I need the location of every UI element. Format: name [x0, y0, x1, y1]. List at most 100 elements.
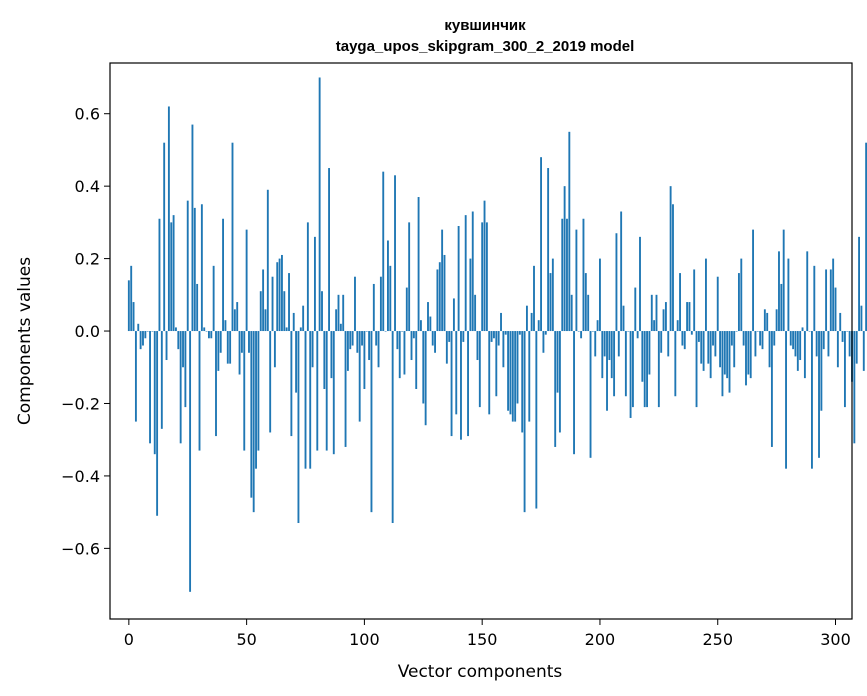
bar-66	[283, 291, 285, 331]
bar-45	[234, 309, 236, 331]
bar-61	[272, 277, 274, 331]
bar-280	[787, 259, 789, 331]
bar-208	[618, 331, 620, 356]
bar-89	[338, 295, 340, 331]
bar-276	[778, 251, 780, 331]
bar-104	[373, 284, 375, 331]
bar-117	[404, 331, 406, 374]
bar-277	[780, 284, 782, 331]
bar-57	[262, 269, 264, 331]
bar-183	[559, 331, 561, 432]
bar-179	[550, 273, 552, 331]
bar-125	[422, 331, 424, 403]
bar-206	[613, 331, 615, 396]
bar-230	[670, 186, 672, 331]
bar-191	[578, 331, 580, 332]
bar-287	[804, 331, 806, 378]
bar-209	[620, 212, 622, 332]
bar-275	[776, 309, 778, 331]
bar-237	[686, 302, 688, 331]
bar-195	[587, 295, 589, 331]
bar-72	[298, 331, 300, 523]
bar-175	[540, 157, 542, 331]
bar-243	[700, 331, 702, 364]
bar-217	[639, 237, 641, 331]
bar-239	[691, 331, 693, 335]
bar-46	[236, 302, 238, 331]
bar-40	[222, 219, 224, 331]
bar-153	[488, 331, 490, 414]
bar-312	[863, 331, 865, 371]
bar-232	[674, 331, 676, 396]
bar-297	[828, 331, 830, 356]
bar-105	[375, 331, 377, 345]
bar-59	[267, 190, 269, 331]
bar-35	[210, 331, 212, 338]
bar-174	[538, 320, 540, 331]
bar-305	[846, 331, 848, 332]
bar-288	[806, 251, 808, 331]
bar-109	[385, 331, 387, 332]
bar-34	[208, 331, 210, 338]
bar-203	[606, 331, 608, 411]
bar-54	[255, 331, 257, 469]
bar-62	[274, 331, 276, 367]
bar-192	[580, 331, 582, 338]
bar-247	[710, 331, 712, 378]
bar-252	[722, 331, 724, 396]
bar-146	[472, 212, 474, 332]
bar-302	[839, 313, 841, 331]
bar-228	[665, 302, 667, 331]
bar-8	[147, 331, 149, 332]
bar-73	[300, 327, 302, 331]
bar-151	[484, 201, 486, 331]
bar-178	[547, 168, 549, 331]
y-tick-label: 0.0	[75, 322, 100, 341]
bar-75	[305, 331, 307, 469]
bar-205	[611, 331, 613, 378]
bar-172	[533, 266, 535, 331]
bar-81	[319, 77, 321, 331]
bar-26	[189, 331, 191, 592]
bar-143	[465, 215, 467, 331]
bar-110	[387, 240, 389, 331]
bar-19	[173, 215, 175, 331]
bar-198	[594, 331, 596, 356]
bar-257	[733, 331, 735, 367]
bar-303	[842, 331, 844, 342]
bar-250	[717, 277, 719, 331]
bar-48	[241, 331, 243, 353]
bar-129	[432, 331, 434, 345]
bar-256	[731, 331, 733, 345]
bar-180	[552, 259, 554, 331]
bar-255	[729, 331, 731, 393]
bar-283	[795, 331, 797, 356]
bar-261	[743, 331, 745, 345]
bar-225	[658, 331, 660, 407]
bar-165	[517, 331, 519, 403]
bar-264	[750, 331, 752, 378]
bar-214	[632, 331, 634, 407]
bar-20	[175, 327, 177, 331]
bar-32	[203, 327, 205, 331]
bar-272	[769, 331, 771, 367]
bar-114	[396, 331, 398, 349]
bar-294	[820, 331, 822, 411]
x-tick-label: 300	[820, 630, 851, 649]
bar-292	[816, 331, 818, 356]
bar-149	[479, 331, 481, 407]
bar-189	[573, 331, 575, 454]
bar-162	[510, 331, 512, 414]
bar-213	[630, 331, 632, 418]
bar-202	[604, 331, 606, 356]
y-tick-label: −0.2	[61, 394, 100, 413]
bar-12	[156, 331, 158, 516]
bar-142	[462, 331, 464, 342]
bar-0	[128, 280, 130, 331]
bar-47	[239, 331, 241, 374]
chart-subtitle: tayga_upos_skipgram_300_2_2019 model	[336, 38, 635, 55]
bar-291	[813, 266, 815, 331]
bar-130	[434, 331, 436, 353]
bar-112	[392, 331, 394, 523]
bar-267	[757, 331, 759, 332]
